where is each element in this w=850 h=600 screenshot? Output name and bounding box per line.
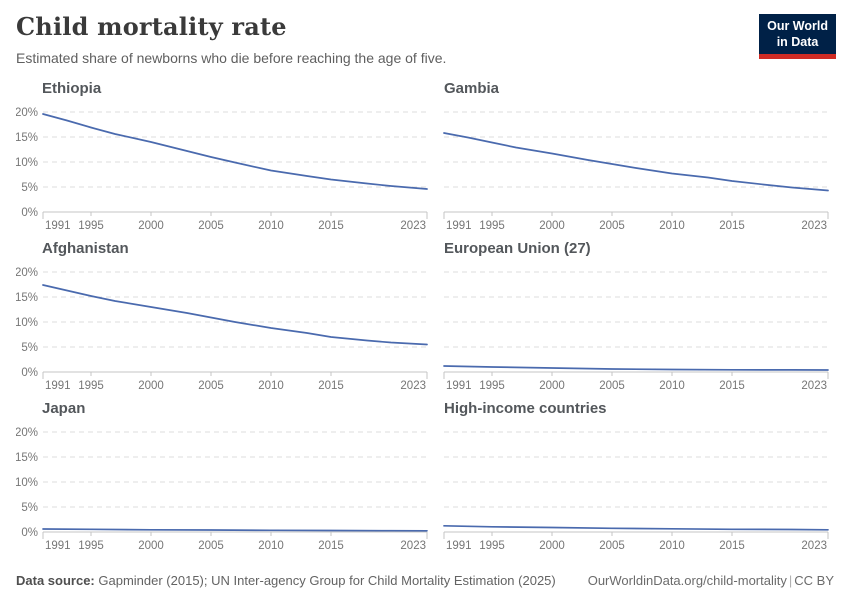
svg-text:10%: 10% [16,477,38,489]
svg-text:2023: 2023 [801,540,827,552]
svg-text:2005: 2005 [198,220,224,232]
svg-text:20%: 20% [16,267,38,279]
svg-text:2010: 2010 [258,540,284,552]
svg-text:2000: 2000 [539,540,565,552]
owid-url-link[interactable]: OurWorldinData.org/child-mortality [587,573,787,588]
svg-text:1995: 1995 [479,540,505,552]
svg-text:2010: 2010 [258,380,284,392]
svg-text:1995: 1995 [78,540,104,552]
svg-text:20%: 20% [16,107,38,119]
svg-text:2005: 2005 [599,220,625,232]
svg-text:5%: 5% [21,502,38,514]
svg-text:10%: 10% [16,157,38,169]
svg-text:2015: 2015 [719,380,745,392]
svg-text:10%: 10% [16,317,38,329]
facet-title: Gambia [444,80,500,97]
svg-text:1995: 1995 [78,380,104,392]
chart-header: Child mortality rate Estimated share of … [0,0,850,78]
svg-text:1995: 1995 [78,220,104,232]
svg-text:2005: 2005 [198,540,224,552]
facet-gambia: Gambia 1991 1995 2000 2005 2010 2015 2023 [441,80,830,240]
svg-text:2015: 2015 [318,220,344,232]
facet-title: Afghanistan [42,240,129,257]
svg-text:2010: 2010 [659,540,685,552]
svg-text:2000: 2000 [138,540,164,552]
svg-text:1991: 1991 [446,540,472,552]
data-source-label: Data source: [16,573,95,588]
line-chart-ethiopia: 0% 5% 10% 15% 20% 1991 1995 2000 2005 2010 2015 202… [15,107,428,232]
svg-text:2023: 2023 [801,380,827,392]
svg-text:2023: 2023 [400,220,426,232]
line-chart-japan: 0% 5% 10% 15% 20% 1991 1995 2000 2005 2010 2015 202… [15,427,428,552]
facet-high-income: High-income countries 1991 1995 2000 2005 20… [441,400,830,560]
svg-text:2000: 2000 [539,220,565,232]
logo-line-2: in Data [776,34,819,49]
svg-text:1995: 1995 [479,380,505,392]
svg-text:2023: 2023 [801,220,827,232]
line-chart-afghanistan: 0% 5% 10% 15% 20% 1991 1995 2000 2005 2010 2015 202… [15,267,428,392]
license-link[interactable]: CC BY [794,573,834,588]
facet-grid: Ethiopia 0% 5% 10% 15% 20% 1991 1995 2000 2005 20… [0,78,850,560]
facet-title: High-income countries [444,400,607,417]
svg-text:2015: 2015 [719,540,745,552]
svg-text:2015: 2015 [318,540,344,552]
svg-text:1995: 1995 [479,220,505,232]
svg-text:0%: 0% [21,527,38,539]
svg-text:2010: 2010 [258,220,284,232]
svg-text:2005: 2005 [599,540,625,552]
svg-text:15%: 15% [16,452,38,464]
attribution: OurWorldinData.org/child-mortality | CC BY [588,573,834,588]
line-chart-european-union: 1991 1995 2000 2005 2010 2015 2023 [443,271,829,392]
line-chart-gambia: 1991 1995 2000 2005 2010 2015 2023 [443,111,829,232]
svg-text:2005: 2005 [599,380,625,392]
logo-line-1: Our World [767,19,828,33]
svg-text:0%: 0% [21,367,38,379]
svg-text:2005: 2005 [198,380,224,392]
facet-ethiopia: Ethiopia 0% 5% 10% 15% 20% 1991 1995 2000 2005 20… [15,80,429,240]
facet-title: Ethiopia [42,80,102,97]
svg-text:1991: 1991 [45,220,71,232]
chart-footer: Data source: Gapminder (2015); UN Inter-… [0,573,850,600]
facet-title: Japan [42,400,86,417]
page-title: Child mortality rate [16,12,287,41]
owid-logo: Our World in Data [759,14,836,60]
svg-text:1991: 1991 [45,380,71,392]
facet-title: European Union (27) [444,240,591,257]
header-text: Child mortality rate Estimated share of … [16,12,446,66]
data-source-link[interactable]: Gapminder (2015); UN Inter-agency Group … [98,573,556,588]
svg-text:2000: 2000 [539,380,565,392]
chart-subtitle: Estimated share of newborns who die befo… [16,50,447,66]
svg-text:15%: 15% [16,132,38,144]
svg-text:5%: 5% [21,342,38,354]
svg-text:2015: 2015 [318,380,344,392]
svg-text:2010: 2010 [659,380,685,392]
data-source: Data source: Gapminder (2015); UN Inter-… [16,573,556,588]
svg-text:2023: 2023 [400,380,426,392]
svg-text:15%: 15% [16,292,38,304]
svg-text:1991: 1991 [446,380,472,392]
facet-japan: Japan 0% 5% 10% 15% 20% 1991 1995 2000 2005 2010 2… [15,400,429,560]
svg-text:0%: 0% [21,207,38,219]
svg-text:2023: 2023 [400,540,426,552]
line-chart-high-income: 1991 1995 2000 2005 2010 2015 2023 [443,431,829,552]
svg-text:5%: 5% [21,182,38,194]
svg-text:20%: 20% [16,427,38,439]
svg-text:2010: 2010 [659,220,685,232]
svg-text:2015: 2015 [719,220,745,232]
facet-european-union: European Union (27) 1991 1995 2000 2005 2010… [441,240,830,400]
facet-afghanistan: Afghanistan 0% 5% 10% 15% 20% 1991 1995 2000 200… [15,240,429,400]
svg-text:1991: 1991 [446,220,472,232]
svg-text:2000: 2000 [138,380,164,392]
svg-text:1991: 1991 [45,540,71,552]
separator: | [788,573,793,588]
svg-text:2000: 2000 [138,220,164,232]
